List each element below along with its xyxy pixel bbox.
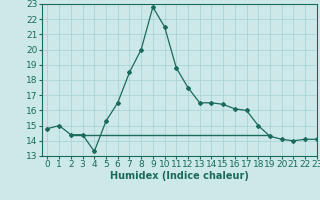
X-axis label: Humidex (Indice chaleur): Humidex (Indice chaleur) — [110, 171, 249, 181]
